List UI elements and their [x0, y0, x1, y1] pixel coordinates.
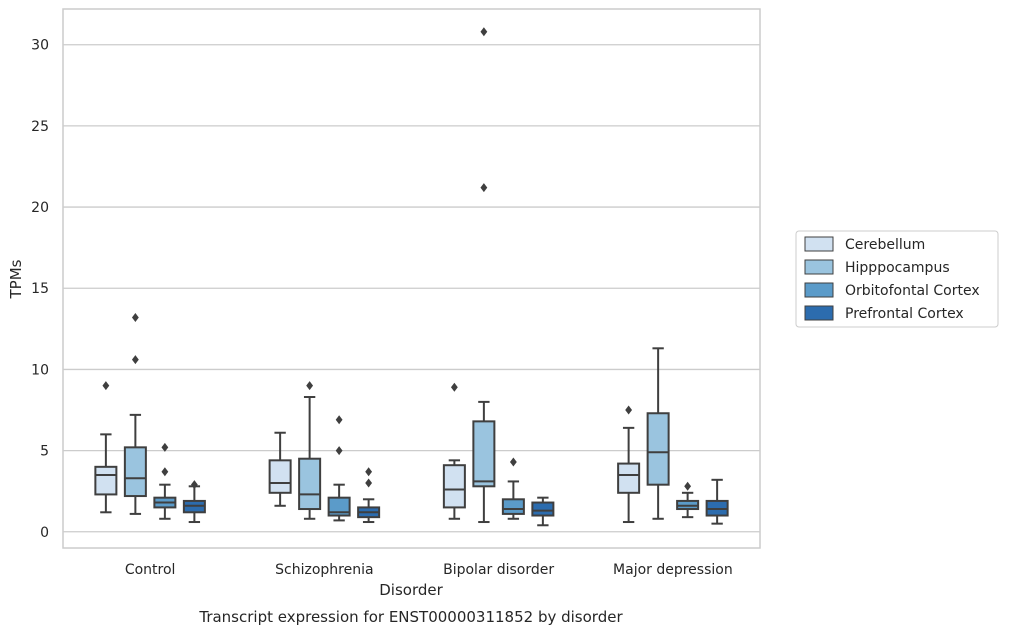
box: [501, 457, 525, 520]
box-body: [94, 465, 118, 496]
y-tick-labels: 0 5 10 15 20 25 30: [31, 38, 49, 541]
box: [94, 381, 118, 514]
outlier-point: [161, 467, 169, 477]
box-body: [123, 446, 147, 498]
box: [531, 496, 555, 527]
outlier-point: [480, 183, 488, 193]
y-tick-label: 0: [40, 525, 49, 541]
box-body: [472, 420, 496, 488]
chart-caption: Transcript expression for ENST0000031185…: [198, 608, 623, 626]
legend-swatch: [804, 305, 834, 321]
box-body: [268, 459, 292, 494]
box: [268, 431, 292, 507]
plot-frame: [62, 8, 761, 549]
series-hipppocampus: [123, 27, 670, 524]
outlier-point: [131, 355, 139, 365]
plot-area: [63, 9, 760, 548]
box-body: [327, 496, 351, 517]
outlier-point: [190, 480, 198, 490]
y-tick-label: 25: [31, 119, 49, 135]
box: [327, 415, 351, 522]
box: [472, 27, 496, 524]
legend-swatch: [804, 259, 834, 275]
outlier-point: [335, 415, 343, 425]
legend-label: Orbitofontal Cortex: [845, 283, 980, 299]
outlier-point: [509, 457, 517, 467]
x-tick-label: Major depression: [613, 562, 733, 578]
outlier-point: [102, 381, 110, 391]
legend-frame: [795, 230, 999, 328]
outlier-point: [450, 382, 458, 392]
series-orbitofontal-cortex: [153, 415, 700, 522]
x-tick-label: Schizophrenia: [275, 562, 373, 578]
x-tick-label: Bipolar disorder: [443, 562, 554, 578]
box-body: [298, 457, 322, 511]
y-tick-label: 5: [40, 444, 49, 460]
y-tick-label: 30: [31, 38, 49, 54]
box-body: [646, 412, 670, 486]
series-prefrontal-cortex: [182, 467, 729, 527]
y-axis-label: TPMs: [7, 259, 25, 299]
box-body: [501, 498, 525, 515]
box: [123, 312, 147, 515]
outlier-point: [161, 442, 169, 452]
grid-lines: [63, 44, 760, 533]
legend: Cerebellum Hipppocampus Orbitofontal Corte…: [795, 230, 999, 328]
box: [153, 442, 177, 520]
legend-swatch: [804, 282, 834, 298]
outlier-point: [131, 312, 139, 322]
box: [298, 381, 322, 520]
outlier-point: [306, 381, 314, 391]
legend-label: Hipppocampus: [845, 260, 950, 276]
box-body: [531, 501, 555, 517]
box: [357, 467, 381, 524]
box: [617, 405, 641, 524]
box-body: [617, 462, 641, 494]
series-cerebellum: [94, 381, 641, 524]
box: [705, 478, 729, 525]
outlier-point: [335, 446, 343, 456]
legend-swatch: [804, 236, 834, 252]
outlier-point: [365, 467, 373, 477]
outlier-point: [365, 478, 373, 488]
outlier-point: [480, 27, 488, 37]
y-tick-label: 20: [31, 200, 49, 216]
box-body: [442, 464, 466, 509]
box-series: [94, 27, 729, 527]
x-tick-label: Control: [125, 562, 176, 578]
y-tick-label: 15: [31, 281, 49, 297]
box: [646, 347, 670, 520]
legend-label: Prefrontal Cortex: [845, 306, 964, 322]
box: [676, 481, 700, 519]
y-tick-label: 10: [31, 362, 49, 378]
x-axis-label: Disorder: [379, 581, 443, 599]
legend-label: Cerebellum: [845, 237, 925, 253]
x-tick-labels: Control Schizophrenia Bipolar disorder Majo…: [125, 562, 733, 578]
outlier-point: [684, 481, 692, 491]
box: [442, 382, 466, 520]
outlier-point: [625, 405, 633, 415]
box: [182, 480, 206, 524]
